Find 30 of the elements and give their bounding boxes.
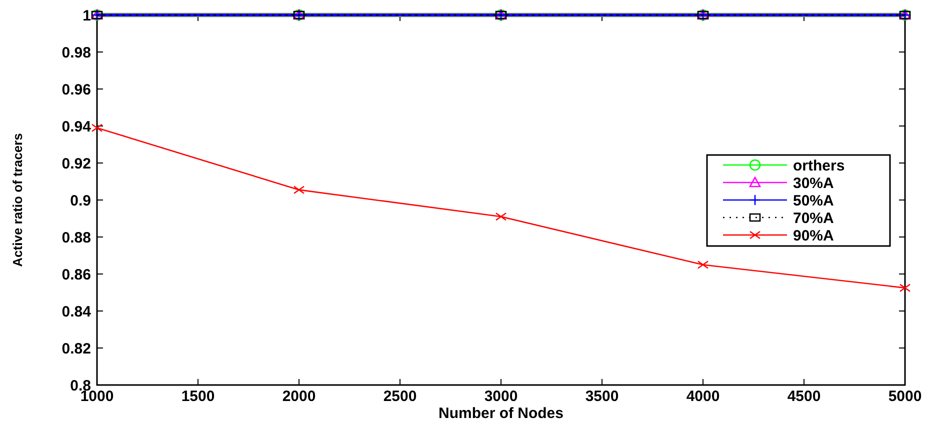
y-tick-label: 0.98 <box>62 44 91 62</box>
legend-label: 70%A <box>793 210 834 227</box>
y-tick-label: 0.96 <box>62 81 91 98</box>
x-tick-label: 4500 <box>787 388 821 405</box>
x-tick-label: 1500 <box>181 388 215 405</box>
x-tick-label: 2000 <box>282 388 316 405</box>
point <box>495 212 507 221</box>
x-tick-label: 2500 <box>383 388 417 405</box>
y-axis-title: Active ratio of tracers <box>10 133 25 267</box>
y-tick-label: 0.84 <box>62 303 92 320</box>
point <box>899 284 911 292</box>
legend-label: 50%A <box>793 192 834 210</box>
y-tick-label: 0.82 <box>62 340 91 358</box>
x-axis-title: Number of Nodes <box>438 405 564 422</box>
point <box>697 260 709 269</box>
legend-label: 30%A <box>793 174 834 192</box>
x-tick-label: 3500 <box>585 388 619 405</box>
legend-label: 90%A <box>793 227 834 244</box>
y-tick-label: 0.88 <box>62 229 91 246</box>
y-tick-label: 0.86 <box>62 266 91 284</box>
point <box>91 124 103 132</box>
point <box>293 186 305 194</box>
y-tick-label: 0.92 <box>62 155 91 172</box>
x-tick-label: 5000 <box>888 388 922 405</box>
x-tick-label: 4000 <box>686 388 720 405</box>
x-tick-label: 3000 <box>484 388 518 405</box>
legend-label: orthers <box>793 157 845 174</box>
y-tick-label: 1 <box>82 7 91 24</box>
y-tick-label: 0.9 <box>70 192 91 210</box>
y-tick-label: 0.94 <box>62 118 92 136</box>
